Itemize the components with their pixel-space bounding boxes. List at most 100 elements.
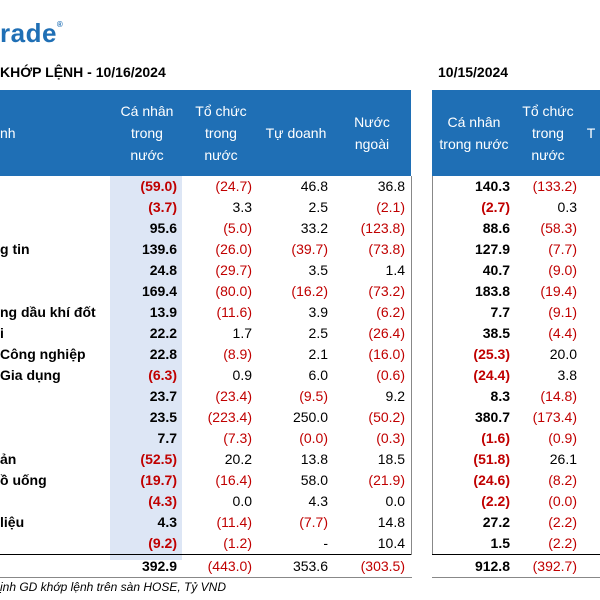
value-cell: 6.0 xyxy=(308,367,328,383)
value-cell: - xyxy=(323,535,328,551)
table-row: Công nghiệp 22.8 (8.9) 2.1 (16.0) (25.3) 20.0 xyxy=(0,344,600,364)
bottom-border xyxy=(0,577,412,578)
value-cell: (21.9) xyxy=(368,472,405,488)
value-cell: 2.1 xyxy=(308,346,328,362)
value-cell-prev: 20.0 xyxy=(549,346,577,362)
value-cell-prev: 1.5 xyxy=(490,535,510,551)
value-cell-prev: 3.8 xyxy=(557,367,577,383)
value-cell: 353.6 xyxy=(292,558,328,574)
value-cell: (16.4) xyxy=(215,472,252,488)
right-table-body xyxy=(432,176,600,555)
value-cell: 13.9 xyxy=(149,304,177,320)
value-cell: 46.8 xyxy=(300,178,328,194)
value-cell-prev: (24.6) xyxy=(473,472,510,488)
table-row: liệu 4.3 (11.4) (7.7) 14.8 27.2 (2.2) xyxy=(0,512,600,532)
value-cell: 36.8 xyxy=(377,178,405,194)
value-cell-prev: 0.3 xyxy=(557,199,577,215)
value-cell: 139.6 xyxy=(141,241,177,257)
value-cell-prev: (14.8) xyxy=(540,388,577,404)
value-cell-prev: 8.3 xyxy=(490,388,510,404)
table-row: (59.0) (24.7) 46.8 36.8 140.3 (133.2) xyxy=(0,176,600,196)
value-cell: (26.4) xyxy=(368,325,405,341)
value-cell: (0.3) xyxy=(376,430,405,446)
header-institution-prev: Tổ chức trong nước xyxy=(522,103,574,163)
value-cell: (3.7) xyxy=(148,199,177,215)
left-table-title: KHỚP LỆNH - 10/16/2024 xyxy=(0,64,166,80)
header-individual: Cá nhân trong nước xyxy=(120,103,174,163)
value-cell: 4.3 xyxy=(157,514,177,530)
value-cell-prev: (2.2) xyxy=(548,514,577,530)
value-cell: 22.2 xyxy=(149,325,177,341)
value-cell-prev: (9.1) xyxy=(548,304,577,320)
value-cell: (7.7) xyxy=(299,514,328,530)
sector-label: Gia dụng xyxy=(0,367,61,383)
logo: rade® xyxy=(0,18,64,48)
value-cell-prev: (2.7) xyxy=(481,199,510,215)
value-cell: 1.4 xyxy=(385,262,405,278)
value-cell: (443.0) xyxy=(207,558,252,574)
value-cell: (11.6) xyxy=(216,304,252,320)
table-row: 392.9 (443.0) 353.6 (303.5) 912.8 (392.7) xyxy=(0,556,600,576)
table-row: Gia dụng (6.3) 0.9 6.0 (0.6) (24.4) 3.8 xyxy=(0,365,600,385)
value-cell: (19.7) xyxy=(140,472,177,488)
left-table-body xyxy=(0,176,412,555)
value-cell-prev: 27.2 xyxy=(482,514,510,530)
value-cell: 392.9 xyxy=(141,558,177,574)
value-cell: (6.2) xyxy=(376,304,405,320)
table-row: 24.8 (29.7) 3.5 1.4 40.7 (9.0) xyxy=(0,260,600,280)
bottom-border-right xyxy=(432,577,600,578)
value-cell-prev: 38.5 xyxy=(482,325,510,341)
value-cell: (39.7) xyxy=(291,241,328,257)
table-row: 7.7 (7.3) (0.0) (0.3) (1.6) (0.9) xyxy=(0,428,600,448)
value-cell-prev: 40.7 xyxy=(482,262,510,278)
value-cell: (11.4) xyxy=(216,514,252,530)
highlight-column xyxy=(110,176,182,560)
value-cell-prev: (173.4) xyxy=(532,409,577,425)
table-row: (3.7) 3.3 2.5 (2.1) (2.7) 0.3 xyxy=(0,197,600,217)
value-cell-prev: 26.1 xyxy=(549,451,577,467)
value-cell: 18.5 xyxy=(377,451,405,467)
value-cell: (24.7) xyxy=(215,178,252,194)
value-cell-prev: (2.2) xyxy=(481,493,510,509)
value-cell: (1.2) xyxy=(223,535,252,551)
table-row: i 22.2 1.7 2.5 (26.4) 38.5 (4.4) xyxy=(0,323,600,343)
sector-label: ng dầu khí đốt xyxy=(0,304,96,320)
sector-label: ồ uống xyxy=(0,472,47,488)
value-cell: 23.5 xyxy=(149,409,177,425)
value-cell: (4.3) xyxy=(148,493,177,509)
value-cell-prev: (51.8) xyxy=(473,451,510,467)
header-proprietary-prev: T xyxy=(586,125,596,141)
value-cell: (50.2) xyxy=(368,409,405,425)
value-cell: 3.3 xyxy=(232,199,252,215)
table-row: 95.6 (5.0) 33.2 (123.8) 88.6 (58.3) xyxy=(0,218,600,238)
value-cell: 3.9 xyxy=(308,304,328,320)
value-cell: 95.6 xyxy=(149,220,177,236)
value-cell: (73.8) xyxy=(368,241,405,257)
table-row: (9.2) (1.2) - 10.4 1.5 (2.2) xyxy=(0,533,600,553)
value-cell: 2.5 xyxy=(308,325,328,341)
table-row: ản (52.5) 20.2 13.8 18.5 (51.8) 26.1 xyxy=(0,449,600,469)
value-cell-prev: 183.8 xyxy=(474,283,510,299)
value-cell: (2.1) xyxy=(376,199,405,215)
value-cell: (16.0) xyxy=(368,346,405,362)
value-cell: (26.0) xyxy=(215,241,252,257)
value-cell: 0.0 xyxy=(232,493,252,509)
value-cell: (123.8) xyxy=(360,220,405,236)
value-cell-prev: (2.2) xyxy=(548,535,577,551)
right-header: Cá nhân trong nước Tổ chức trong nước T xyxy=(432,90,600,176)
value-cell: 1.7 xyxy=(232,325,252,341)
value-cell: (303.5) xyxy=(360,558,405,574)
value-cell: 14.8 xyxy=(377,514,405,530)
sector-header: nh xyxy=(0,125,16,141)
left-header: nh Cá nhân trong nước Tổ chức trong nước… xyxy=(0,90,411,176)
value-cell-prev: 127.9 xyxy=(474,241,510,257)
value-cell: 9.2 xyxy=(385,388,405,404)
value-cell-prev: 7.7 xyxy=(490,304,510,320)
value-cell: 22.8 xyxy=(149,346,177,362)
value-cell: 33.2 xyxy=(300,220,328,236)
sector-label: Công nghiệp xyxy=(0,346,86,362)
table-row: 23.7 (23.4) (9.5) 9.2 8.3 (14.8) xyxy=(0,386,600,406)
sector-label: liệu xyxy=(0,514,25,530)
table-row: ồ uống (19.7) (16.4) 58.0 (21.9) (24.6) (8.2) xyxy=(0,470,600,490)
value-cell: (9.5) xyxy=(299,388,328,404)
